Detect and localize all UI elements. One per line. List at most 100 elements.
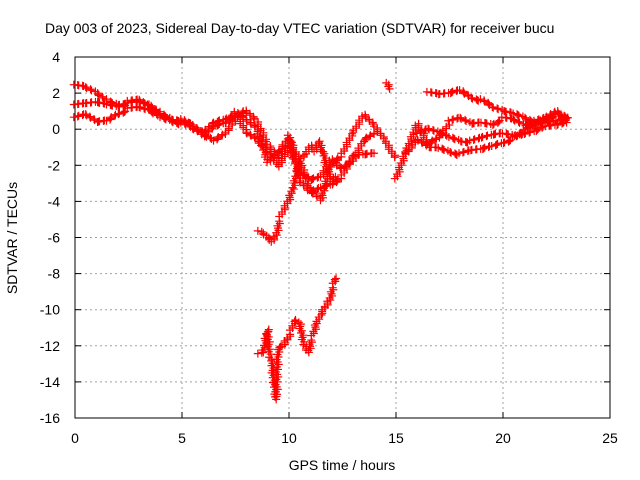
data-point (209, 118, 218, 127)
data-point (412, 129, 421, 138)
data-point (370, 149, 378, 158)
data-point (320, 182, 329, 191)
data-point (94, 91, 103, 100)
data-point (428, 136, 437, 145)
chart-title: Day 003 of 2023, Sidereal Day-to-day VTE… (45, 20, 554, 36)
data-point (270, 150, 279, 159)
data-point (221, 115, 230, 124)
data-point (148, 109, 157, 118)
data-point (515, 118, 524, 127)
data-point (438, 144, 447, 153)
x-tick-label: 0 (71, 430, 79, 446)
data-point (309, 186, 318, 195)
data-point (242, 117, 251, 126)
data-point (489, 119, 498, 128)
data-point (330, 275, 339, 284)
data-point (458, 148, 467, 157)
data-point (462, 117, 471, 126)
data-point (521, 114, 530, 123)
y-tick-label: -14 (40, 374, 60, 390)
data-point (348, 129, 357, 138)
data-point (499, 139, 508, 148)
data-point (480, 143, 489, 152)
data-point (467, 93, 476, 102)
data-point (531, 120, 540, 129)
x-tick-label: 10 (281, 430, 297, 446)
data-point (214, 117, 223, 126)
data-point (436, 128, 444, 137)
data-point (488, 102, 497, 111)
data-point (309, 174, 318, 183)
data-point (424, 124, 433, 133)
data-point (418, 139, 427, 148)
data-point (329, 173, 338, 182)
data-point (390, 152, 399, 161)
data-point (532, 120, 541, 129)
data-point (515, 130, 524, 139)
data-point (546, 110, 555, 119)
data-point (81, 83, 90, 92)
data-point (509, 115, 518, 124)
data-point (246, 131, 255, 140)
data-point (521, 113, 529, 122)
data-point (444, 133, 453, 142)
data-point (447, 148, 456, 157)
data-point (413, 136, 422, 145)
data-point (209, 136, 218, 145)
data-point (493, 104, 502, 113)
data-point (542, 112, 551, 121)
data-point (308, 175, 317, 184)
data-point (557, 114, 566, 123)
series-trace-e (253, 274, 341, 404)
data-point (434, 143, 443, 152)
data-point (489, 103, 498, 112)
data-point (316, 183, 325, 192)
data-point (535, 119, 544, 128)
y-tick-label: -6 (48, 230, 61, 246)
y-tick-label: 4 (52, 49, 60, 65)
data-point (188, 124, 197, 133)
data-point (234, 110, 243, 119)
data-point (308, 187, 317, 196)
data-point (500, 138, 509, 147)
data-point (107, 113, 116, 122)
data-point (119, 108, 128, 117)
series-trace-j (412, 113, 572, 147)
y-tick-label: -10 (40, 302, 60, 318)
data-points (69, 78, 572, 404)
y-axis-label: SDTVAR / TECUs (4, 182, 20, 294)
data-point (445, 120, 454, 129)
data-point (135, 102, 144, 111)
data-point (477, 133, 486, 142)
data-point (293, 167, 302, 176)
data-point (167, 117, 176, 126)
data-point (425, 125, 434, 134)
data-point (494, 117, 503, 126)
data-point (470, 135, 479, 144)
data-point (141, 105, 150, 114)
data-point (362, 133, 371, 142)
data-point (449, 115, 458, 124)
data-point (551, 116, 560, 125)
data-point (322, 181, 331, 190)
data-point (73, 112, 82, 121)
data-point (69, 113, 78, 122)
data-point (428, 126, 437, 135)
data-point (310, 321, 319, 330)
data-point (447, 88, 456, 97)
data-point (513, 110, 522, 119)
data-point (416, 128, 425, 137)
data-point (460, 89, 469, 98)
data-point (253, 226, 262, 235)
series-trace-h (401, 114, 570, 159)
series-trace-d (253, 137, 340, 246)
data-point (180, 119, 189, 128)
data-point (140, 104, 149, 113)
data-point (436, 129, 445, 138)
data-point (523, 124, 532, 133)
y-tick-label: 0 (52, 121, 60, 137)
y-tick-label: -4 (48, 193, 61, 209)
data-point (208, 119, 217, 128)
